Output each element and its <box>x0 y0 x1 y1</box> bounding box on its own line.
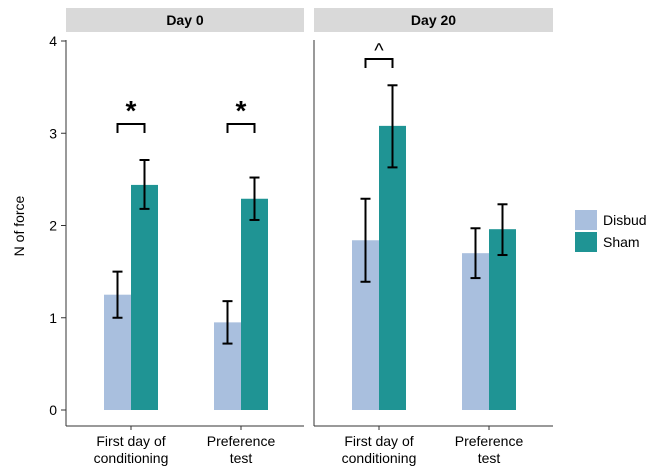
x-tick-label-line: First day of <box>344 433 413 449</box>
x-tick-label-line: Preference <box>207 433 276 449</box>
bar-sham <box>379 125 406 411</box>
y-axis-label: N of force <box>11 195 27 256</box>
y-tick-label: 3 <box>49 125 57 141</box>
significance-bracket <box>364 58 394 68</box>
x-tick-label: First day of conditioning <box>342 433 417 466</box>
panel-title: Day 0 <box>166 12 204 28</box>
x-tick-label-line: First day of <box>96 433 165 449</box>
bar-sham <box>241 198 268 410</box>
panel-strip <box>314 8 553 32</box>
panel-title: Day 20 <box>411 12 456 28</box>
x-tick-label-line: test <box>478 450 501 466</box>
significance-marker: ^ <box>374 40 384 62</box>
bar-sham <box>131 184 158 410</box>
significance-bracket <box>226 123 256 133</box>
y-tick-label: 1 <box>49 310 57 326</box>
x-tick-label-line: Preference <box>455 433 524 449</box>
x-tick-label: First day of conditioning <box>94 433 169 466</box>
legend-label-disbud: Disbud <box>603 212 647 228</box>
significance-marker: * <box>126 95 137 126</box>
legend-label-sham: Sham <box>603 234 640 250</box>
significance-marker: * <box>236 95 247 126</box>
x-tick-label-line: test <box>230 450 253 466</box>
legend-swatch-sham <box>575 232 597 252</box>
bar-disbud <box>462 253 489 410</box>
x-tick-label: Preference test <box>455 433 524 466</box>
panel-strip <box>66 8 304 32</box>
y-tick-label: 0 <box>49 402 57 418</box>
x-tick-label-line: conditioning <box>342 450 417 466</box>
x-tick-label: Preference test <box>207 433 276 466</box>
x-tick-label-line: conditioning <box>94 450 169 466</box>
y-tick-label: 4 <box>49 33 57 49</box>
y-tick-label: 2 <box>49 218 57 234</box>
significance-bracket <box>116 123 146 133</box>
legend-swatch-disbud <box>575 210 597 230</box>
bar-sham <box>489 229 516 410</box>
